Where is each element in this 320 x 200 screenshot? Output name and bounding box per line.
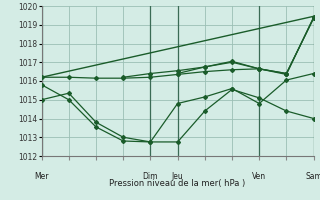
- Text: Sam: Sam: [305, 172, 320, 181]
- X-axis label: Pression niveau de la mer( hPa ): Pression niveau de la mer( hPa ): [109, 179, 246, 188]
- Text: Dim: Dim: [143, 172, 158, 181]
- Text: Mer: Mer: [34, 172, 49, 181]
- Text: Ven: Ven: [252, 172, 266, 181]
- Text: Jeu: Jeu: [172, 172, 183, 181]
